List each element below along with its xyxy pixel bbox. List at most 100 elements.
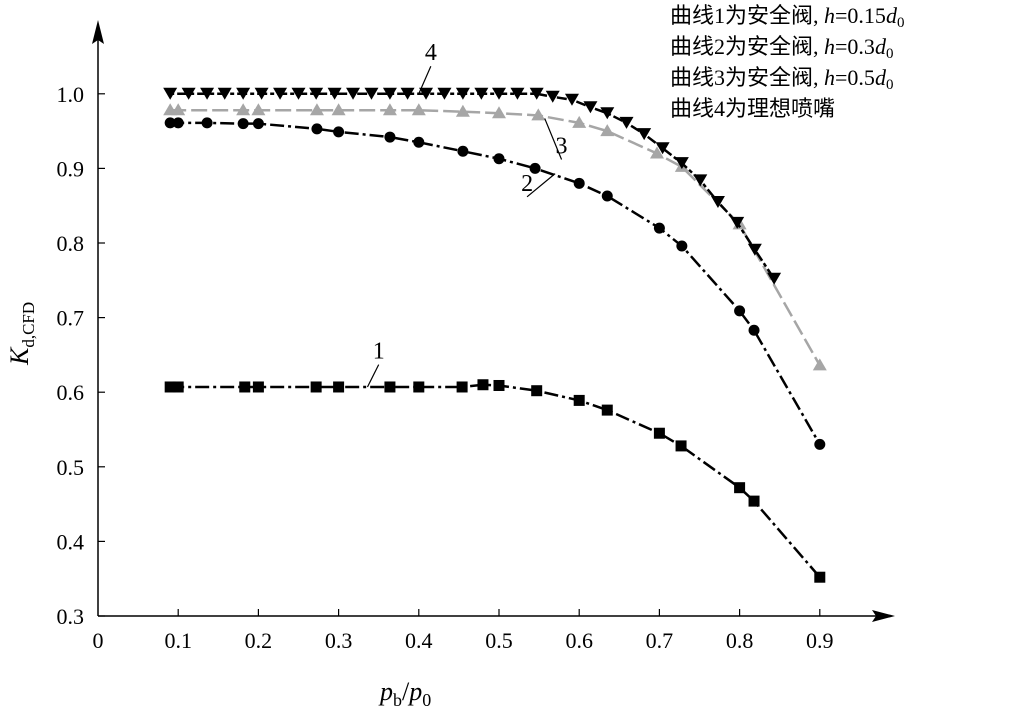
data-point-triangle-down: [564, 93, 579, 106]
legend-entry-4: 曲线4为理想喷嘴: [670, 96, 836, 121]
data-point-triangle-down: [474, 87, 489, 100]
data-point-triangle-up: [812, 358, 827, 371]
data-point-triangle-up: [492, 106, 506, 119]
data-point-square: [239, 381, 251, 393]
data-point-triangle-down: [382, 87, 397, 100]
data-point-square: [531, 385, 543, 397]
x-tick-label: 0.8: [726, 628, 754, 653]
data-point-triangle-down: [181, 87, 196, 100]
data-point-circle: [164, 117, 176, 129]
data-point-triangle-down: [492, 87, 506, 100]
data-point-circle: [529, 162, 541, 174]
annotation-leader-2: [526, 173, 556, 198]
data-point-triangle-down: [545, 90, 560, 103]
data-point-triangle-down: [254, 87, 269, 100]
data-point-circle: [384, 131, 396, 143]
annotation-label-2: 2: [521, 171, 533, 197]
data-point-triangle-down: [529, 87, 544, 100]
series-line-4: [170, 92, 776, 280]
data-point-triangle-down: [710, 195, 725, 208]
data-point-triangle-down: [163, 87, 178, 100]
data-point-square: [172, 381, 184, 393]
legend-entry-1: 曲线1为安全阀, h=0.15d0: [670, 3, 905, 31]
data-point-triangle-down: [346, 87, 361, 100]
series-line-1: [170, 383, 821, 579]
data-point-triangle-down: [327, 87, 342, 100]
data-point-circle: [237, 118, 249, 130]
data-point-circle: [748, 324, 760, 336]
data-point-triangle-down: [583, 101, 598, 114]
annotation-leader-4: [418, 65, 432, 95]
data-point-triangle-down: [309, 87, 324, 100]
data-point-circle: [333, 126, 345, 138]
y-tick-label: 0.5: [57, 455, 85, 480]
data-point-circle: [676, 240, 688, 252]
data-point-square: [493, 379, 505, 391]
data-point-triangle-down: [619, 116, 634, 129]
y-tick-label: 0.9: [57, 156, 85, 181]
data-point-triangle-up: [331, 103, 346, 116]
x-tick-label: 0.2: [245, 628, 273, 653]
y-tick-label: 1.0: [57, 82, 85, 107]
data-point-circle: [252, 118, 264, 130]
data-point-triangle-down: [600, 107, 615, 120]
series-line-2: [170, 121, 821, 446]
series-2: [164, 117, 826, 450]
series-group: [163, 87, 827, 583]
data-point-triangle-down: [364, 87, 379, 100]
data-point-circle: [311, 123, 323, 135]
data-point-square: [413, 381, 425, 393]
data-point-square: [601, 404, 613, 416]
data-point-circle: [493, 153, 505, 165]
x-axis-label: pb/p0: [378, 677, 431, 706]
data-point-square: [310, 381, 322, 393]
data-point-circle: [653, 222, 665, 234]
annotation-leader-1: [366, 364, 380, 388]
data-point-triangle-down: [455, 87, 470, 100]
annotation-leader-3: [544, 118, 563, 160]
data-point-circle: [413, 136, 425, 148]
data-point-triangle-down: [674, 157, 689, 170]
series-3: [163, 103, 827, 371]
data-point-square: [333, 381, 345, 393]
legend-entry-2: 曲线2为安全阀, h=0.3d0: [670, 34, 894, 62]
data-point-triangle-down: [419, 87, 434, 100]
data-point-triangle-down: [217, 87, 232, 100]
data-point-triangle-up: [251, 103, 266, 116]
data-point-circle: [172, 117, 184, 129]
data-point-square: [675, 440, 687, 452]
data-point-triangle-up: [455, 104, 470, 117]
series-4: [163, 87, 782, 285]
data-point-triangle-down: [693, 174, 708, 187]
series-line-3: [170, 108, 821, 366]
x-tick-label: 0.9: [806, 628, 834, 653]
data-point-triangle-down: [730, 216, 745, 229]
data-point-triangle-down: [291, 87, 306, 100]
x-axis-arrow: [872, 610, 895, 622]
data-point-triangle-down: [236, 87, 251, 100]
data-point-circle: [734, 305, 746, 317]
data-point-square: [734, 482, 746, 494]
annotation-label-4: 4: [425, 40, 437, 66]
data-point-square: [164, 381, 176, 393]
data-point-square: [748, 495, 760, 507]
data-point-triangle-up: [171, 103, 186, 116]
y-tick-label: 0.6: [57, 380, 85, 405]
data-point-circle: [601, 190, 613, 202]
data-point-triangle-up: [309, 103, 324, 116]
data-point-circle: [457, 145, 469, 157]
y-tick-label: 0.8: [57, 231, 85, 256]
data-point-square: [456, 381, 468, 393]
data-point-triangle-down: [747, 243, 762, 256]
data-point-triangle-down: [273, 87, 288, 100]
annotations: 1 23 4: [366, 40, 568, 388]
axes: 0 0.1 0.2 0.3 0.4 0.5 0.6 0.7 0.8 0.9 0.3 0.4 0.5 0.6…: [57, 20, 895, 653]
annotation-label-1: 1: [373, 339, 385, 365]
data-point-square: [814, 571, 826, 583]
data-point-square: [477, 379, 489, 391]
y-tick-label: 0.7: [57, 306, 85, 331]
data-point-triangle-up: [236, 103, 251, 116]
x-tick-label: 0.7: [646, 628, 674, 653]
annotation-label-3: 3: [556, 133, 568, 159]
data-point-triangle-up: [572, 115, 587, 128]
